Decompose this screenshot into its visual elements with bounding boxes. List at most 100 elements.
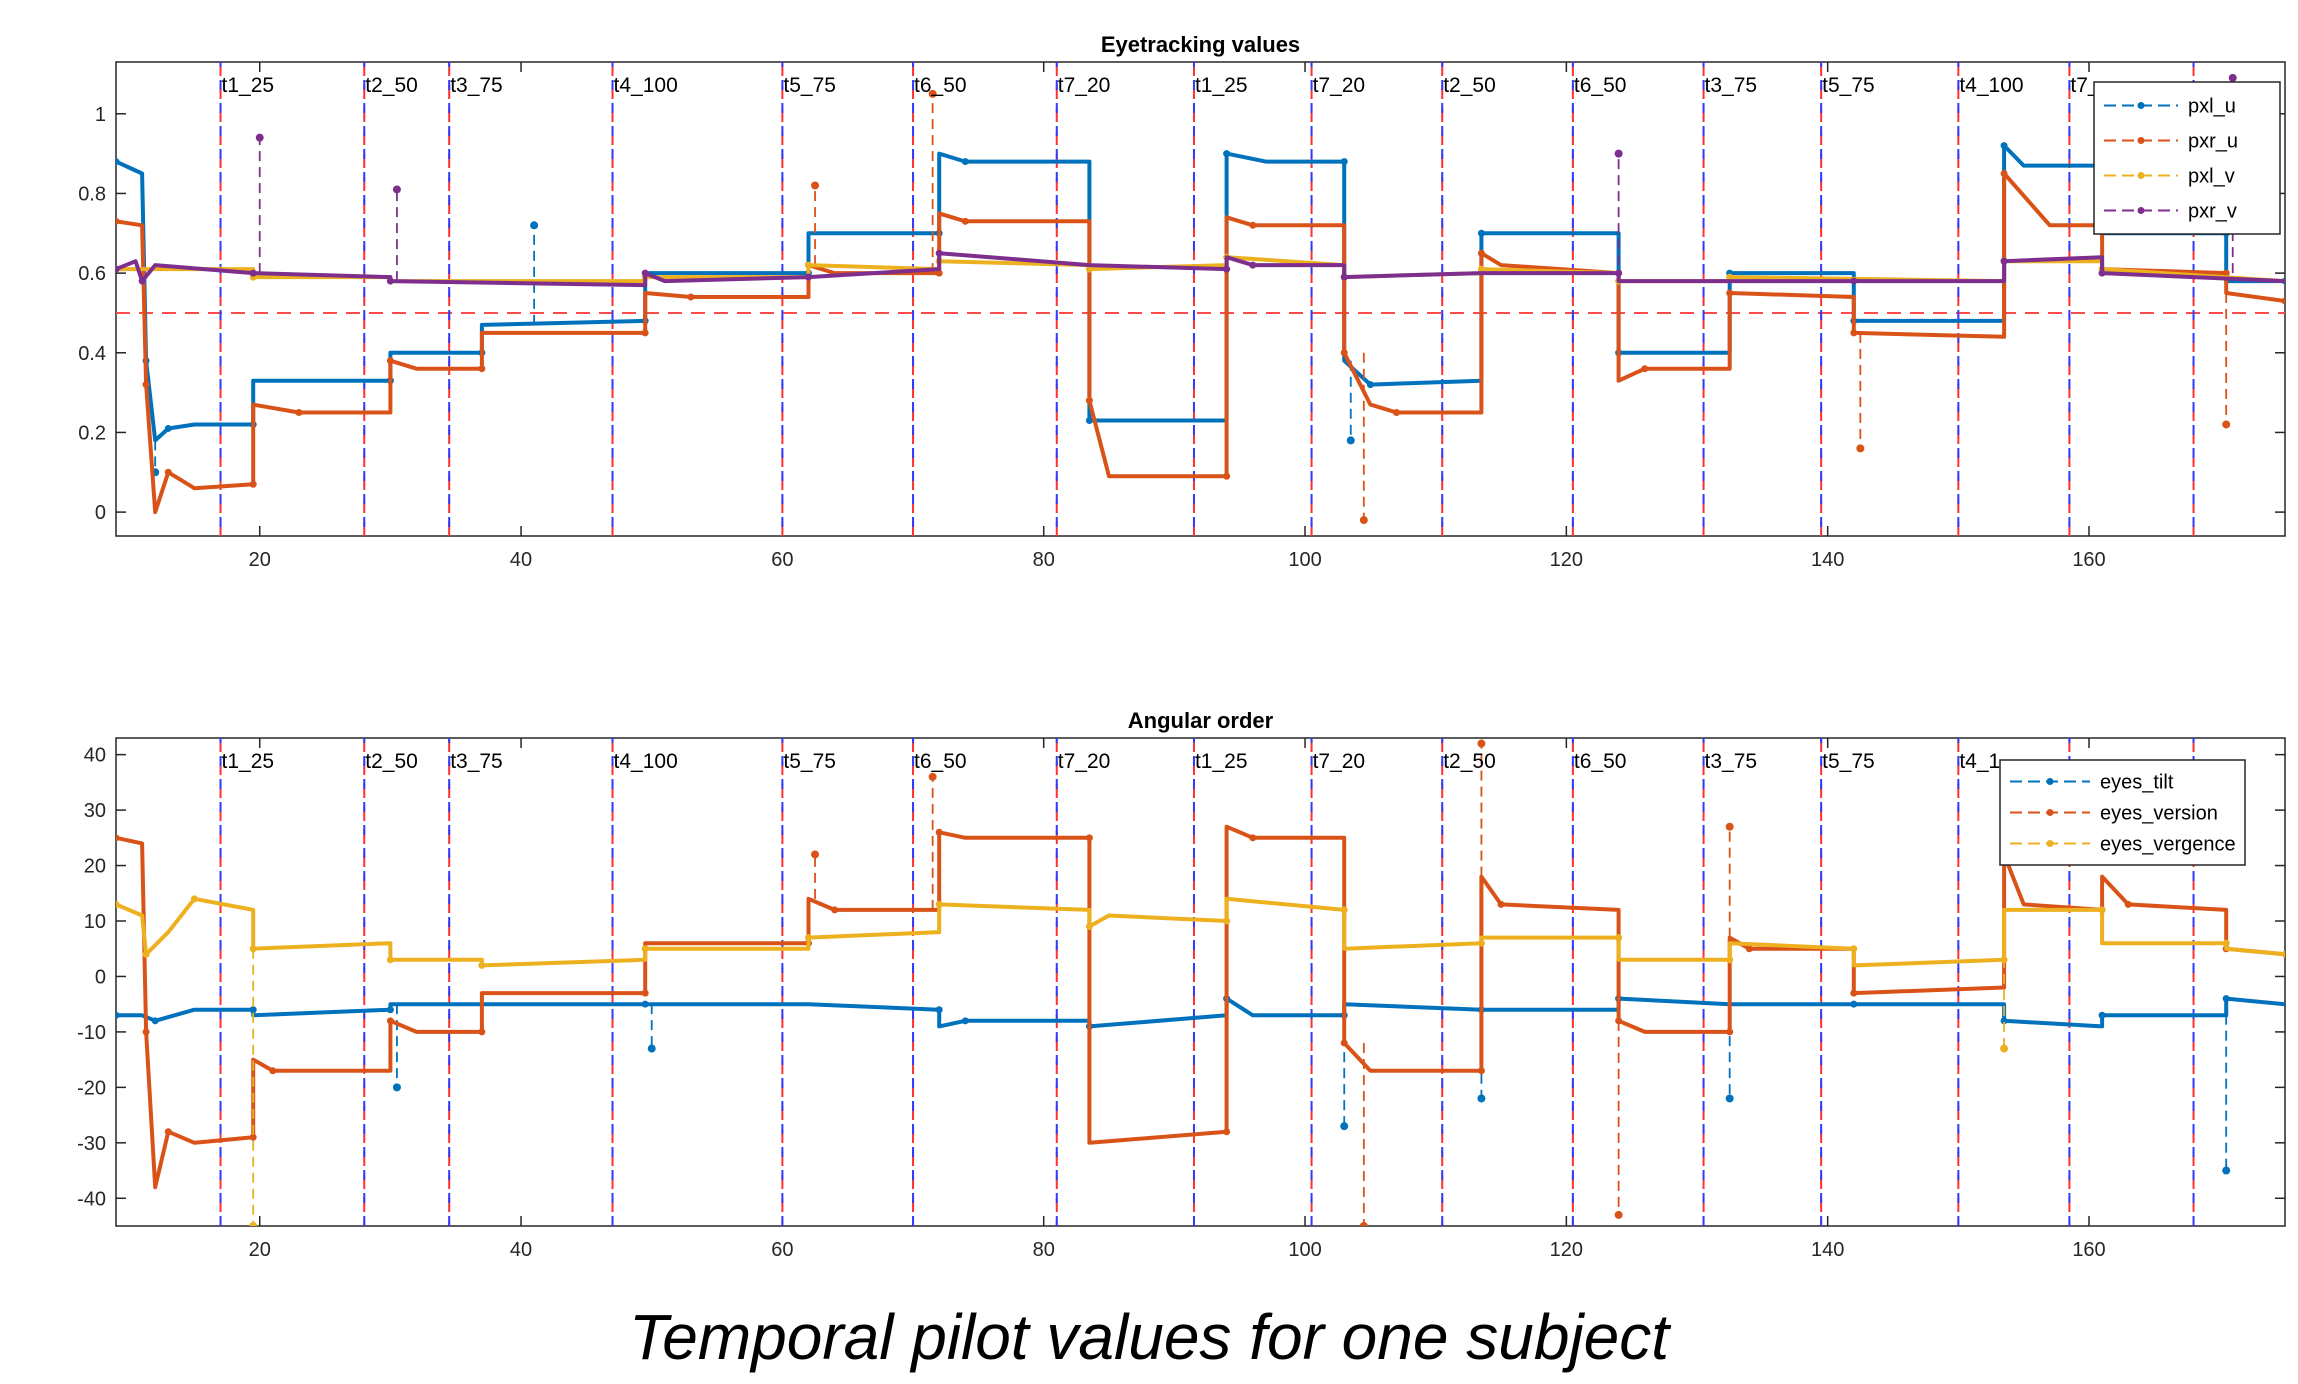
series-point-pxr_u — [478, 365, 486, 373]
series-outlier-eyes_version — [1359, 1222, 1368, 1226]
trial-marker-label: t4_100 — [614, 74, 678, 97]
series-point-pxl_u — [1085, 416, 1093, 424]
series-point-eyes_version — [1223, 1128, 1231, 1136]
series-point-pxr_v — [935, 249, 943, 257]
legend-marker-pxl_v — [2137, 172, 2145, 179]
series-line-eyes_vergence — [116, 896, 2285, 968]
series-point-eyes_tilt — [116, 1011, 120, 1019]
series-point-eyes_version — [1340, 1039, 1348, 1047]
x-tick-label: 40 — [510, 1239, 532, 1261]
series-point-pxr_v — [805, 273, 813, 281]
series-line-eyes_version — [116, 824, 2285, 1190]
series-point-pxr_u — [249, 480, 257, 488]
series-point-eyes_version — [641, 989, 649, 997]
trial-marker-label: t5_75 — [1822, 750, 1875, 773]
series-point-eyes_vergence — [641, 945, 649, 953]
x-tick-label: 160 — [2072, 549, 2105, 571]
legend-marker-eyes_version — [2046, 809, 2054, 816]
series-point-pxr_u — [142, 381, 150, 389]
series-point-eyes_version — [1477, 1067, 1485, 1075]
x-tick-label: 140 — [1811, 1239, 1844, 1261]
series-point-pxr_u — [164, 468, 172, 476]
y-tick-label: 1 — [95, 104, 106, 126]
y-tick-label: 0 — [95, 966, 106, 988]
series-point-pxl_u — [116, 158, 120, 166]
series-point-pxr_u — [687, 293, 695, 301]
chart-title: Eyetracking values — [1101, 32, 1300, 57]
y-tick-label: 20 — [84, 856, 106, 878]
series-point-pxr_u — [1641, 365, 1649, 373]
series-point-pxr_v — [1340, 273, 1348, 281]
series-point-eyes_vergence — [386, 956, 394, 964]
series-point-pxr_u — [1249, 221, 1257, 229]
series-point-eyes_version — [164, 1128, 172, 1136]
legend-label-pxr_v: pxr_v — [2188, 201, 2237, 223]
series-point-pxr_u — [1085, 397, 1093, 405]
series-point-pxl_u — [1366, 381, 1374, 389]
legend-label-pxl_u: pxl_u — [2188, 96, 2236, 118]
trial-marker-label: t4_100 — [614, 750, 678, 773]
trial-marker-label: t2_50 — [365, 750, 418, 773]
series-point-pxr_u — [641, 329, 649, 337]
trial-marker-label: t5_75 — [783, 750, 836, 773]
series-point-pxr_u — [116, 217, 120, 225]
trial-marker-label: t7_ — [2070, 74, 2100, 97]
trial-marker-label: t7_20 — [1313, 750, 1366, 773]
x-tick-label: 20 — [249, 1239, 271, 1261]
series-outlier-eyes_tilt — [647, 1044, 656, 1053]
series-point-pxr_v — [1249, 261, 1257, 269]
trial-marker-label: t2_50 — [1443, 74, 1496, 97]
series-point-eyes_version — [2124, 900, 2132, 908]
series-outlier-pxr_u — [928, 89, 937, 98]
series-point-eyes_version — [386, 1017, 394, 1025]
x-tick-label: 40 — [510, 549, 532, 571]
series-point-pxl_u — [164, 424, 172, 432]
legend-marker-pxl_u — [2137, 102, 2145, 109]
series-line-pxr_u — [116, 171, 2285, 515]
trial-marker-label: t3_75 — [450, 74, 503, 97]
series-point-pxl_v — [1477, 265, 1485, 273]
legend: pxl_u pxr_u pxl_v pxr_v — [2093, 81, 2281, 235]
trial-marker-label: t6_50 — [1574, 750, 1627, 773]
x-tick-label: 60 — [771, 1239, 793, 1261]
series-point-eyes_vergence — [116, 900, 120, 908]
series-point-eyes_tilt — [641, 1000, 649, 1008]
legend-marker-eyes_tilt — [2046, 778, 2054, 785]
plot-area — [116, 738, 2285, 1226]
x-tick-label: 80 — [1033, 549, 1055, 571]
series-point-pxr_v — [249, 269, 257, 277]
series-point-pxr_u — [386, 357, 394, 365]
series-outlier-pxr_v — [2228, 73, 2237, 82]
series-point-eyes_version — [831, 906, 839, 914]
series-outlier-eyes_tilt — [2222, 1166, 2231, 1175]
series-point-eyes_version — [116, 834, 120, 842]
y-tick-label: 40 — [84, 745, 106, 767]
series-outlier-eyes_version — [811, 850, 820, 859]
series-point-eyes_vergence — [935, 900, 943, 908]
series-point-eyes_tilt — [961, 1017, 969, 1025]
series-outlier-pxr_u — [1856, 444, 1865, 453]
series-point-eyes_vergence — [805, 934, 813, 942]
series-point-eyes_vergence — [1850, 945, 1858, 953]
series-outlier-eyes_tilt — [1725, 1094, 1734, 1103]
y-tick-label: 0.8 — [78, 183, 106, 205]
series-point-eyes_version — [1249, 834, 1257, 842]
series-point-pxr_v — [386, 277, 394, 285]
series-point-eyes_tilt — [1850, 1000, 1858, 1008]
series-point-eyes_vergence — [478, 961, 486, 969]
y-tick-label: -40 — [77, 1188, 106, 1210]
x-tick-label: 100 — [1288, 1239, 1321, 1261]
trial-marker-label: t4_100 — [1959, 74, 2023, 97]
y-tick-label: -10 — [77, 1022, 106, 1044]
x-tick-label: 100 — [1288, 549, 1321, 571]
legend-label-pxl_v: pxl_v — [2188, 166, 2235, 188]
series-outlier-pxr_u — [1359, 516, 1368, 525]
series-outlier-eyes_vergence — [249, 1222, 258, 1226]
series-point-pxr_u — [1477, 249, 1485, 257]
series-point-eyes_vergence — [190, 895, 198, 903]
trial-marker-label: t1_25 — [1195, 750, 1248, 773]
series-point-pxl_u — [2000, 142, 2008, 150]
y-tick-label: 10 — [84, 911, 106, 933]
series-point-eyes_version — [269, 1067, 277, 1075]
